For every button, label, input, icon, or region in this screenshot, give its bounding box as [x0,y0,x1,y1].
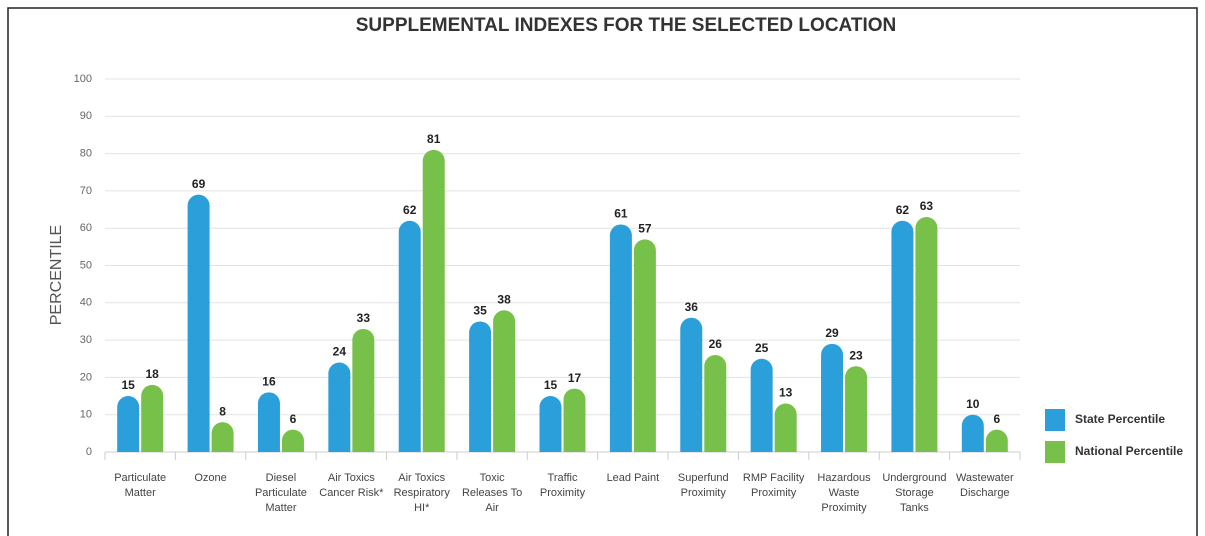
data-label: 15 [122,378,136,392]
legend-label: National Percentile [1075,444,1183,458]
data-label: 8 [219,404,226,418]
data-label: 57 [638,222,652,236]
bar [915,217,938,452]
x-tick-label: Traffic Proximity [539,472,586,499]
y-tick-label: 30 [80,334,92,346]
data-label: 33 [357,311,371,325]
bar [281,429,304,452]
y-tick-label: 10 [80,409,92,421]
x-tick-label: Lead Paint [606,472,660,484]
legend-label: State Percentile [1075,412,1165,426]
bar [257,392,280,452]
legend-swatch [1045,441,1065,463]
data-label: 15 [544,378,558,392]
bar [563,388,586,452]
bar [187,194,210,453]
bar [328,362,351,452]
legend-swatch [1045,409,1065,431]
data-label: 23 [849,348,863,362]
data-label: 35 [473,304,487,318]
bar [821,343,844,452]
y-tick-label: 60 [80,222,92,234]
data-label: 63 [920,199,934,213]
data-label: 25 [755,341,769,355]
x-tick-label: Air Toxics Cancer Risk* [319,472,384,499]
data-label: 18 [146,367,160,381]
data-label: 10 [966,397,980,411]
data-label: 26 [709,337,723,351]
x-tick-label: Diesel Particulate Matter [254,472,307,514]
bar [493,310,516,452]
bar [609,224,632,452]
x-tick-label: Hazardous Waste Proximity [817,472,871,514]
y-tick-label: 100 [74,73,92,85]
data-label: 81 [427,132,441,146]
x-tick-label: Underground Storage Tanks [882,472,947,514]
y-tick-label: 50 [80,259,92,271]
bar [352,328,375,452]
data-label: 62 [896,203,910,217]
data-label: 6 [993,412,1000,426]
bar [633,239,656,452]
x-tick-label: Wastewater Discharge [955,472,1014,499]
chart-title: SUPPLEMENTAL INDEXES FOR THE SELECTED LO… [356,15,896,36]
bar [539,396,562,452]
y-tick-label: 80 [80,148,92,160]
bar [422,149,445,452]
bar [141,384,164,452]
data-label: 62 [403,203,417,217]
data-label: 36 [685,300,699,314]
data-label: 29 [825,326,839,340]
bar [750,358,773,452]
bar [117,396,140,452]
data-label: 13 [779,386,793,400]
bar [891,220,914,452]
y-tick-label: 20 [80,371,92,383]
bar [680,317,703,452]
bar [961,414,984,452]
bar [845,366,868,452]
x-tick-label: RMP Facility Proximity [742,472,805,499]
x-tick-label: Superfund Proximity [677,472,729,499]
x-tick-label: Air Toxics Respiratory HI* [393,472,450,514]
data-label: 61 [614,207,628,221]
x-tick-label: Ozone [194,472,227,484]
x-tick-label: Particulate Matter [114,472,167,499]
data-label: 17 [568,371,582,385]
data-label: 69 [192,177,206,191]
bar [398,220,421,452]
chart-border [7,7,1198,536]
x-tick-label: Toxic Releases To Air [461,472,523,514]
data-label: 24 [333,345,347,359]
y-tick-label: 70 [80,185,92,197]
y-axis-label: PERCENTILE [48,225,65,325]
y-tick-label: 0 [86,446,92,458]
bar [704,355,727,452]
data-label: 16 [262,374,276,388]
bar [469,321,492,452]
bar [774,403,797,452]
bar [985,429,1008,452]
bar [211,422,234,452]
y-tick-label: 90 [80,110,92,122]
data-label: 6 [290,412,297,426]
data-label: 38 [497,292,511,306]
y-tick-label: 40 [80,297,92,309]
